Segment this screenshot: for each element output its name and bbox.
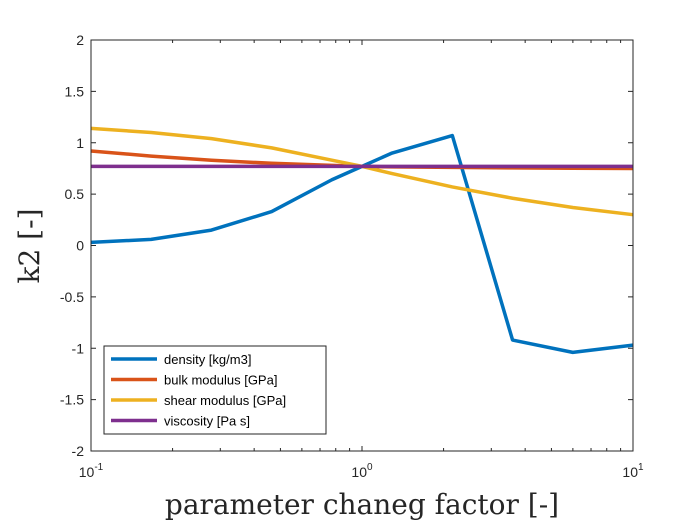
y-tick-label: -2	[72, 443, 85, 459]
legend-label-3: viscosity [Pa s]	[164, 414, 250, 429]
y-tick-label: 1.5	[65, 83, 85, 99]
legend-label-1: bulk modulus [GPa]	[164, 373, 277, 388]
ticks-layer: -2 -1.5 -1 -0.5 0 0.5 1 1.5 2 10-1 100 101	[60, 32, 644, 480]
y-tick-label: -1	[72, 340, 85, 356]
y-tick-label: -0.5	[60, 289, 84, 305]
y-tick-label: -1.5	[60, 392, 84, 408]
y-tick-label: 2	[76, 32, 84, 48]
x-tick-label: 101	[622, 462, 644, 480]
y-tick-label: 0.5	[65, 186, 85, 202]
series-layer	[90, 126, 634, 355]
legend-label-0: density [kg/m3]	[164, 352, 251, 367]
x-tick-label: 100	[351, 462, 373, 480]
legend: density [kg/m3] bulk modulus [GPa] shear m…	[103, 345, 327, 435]
y-axis-label: k2 [-]	[13, 209, 46, 284]
y-tick-label: 1	[76, 135, 84, 151]
x-tick-label: 10-1	[79, 462, 104, 480]
y-tick-label: 0	[76, 238, 84, 254]
x-axis-label: parameter chaneg factor [-]	[165, 488, 559, 521]
legend-label-2: shear modulus [GPa]	[164, 393, 286, 408]
